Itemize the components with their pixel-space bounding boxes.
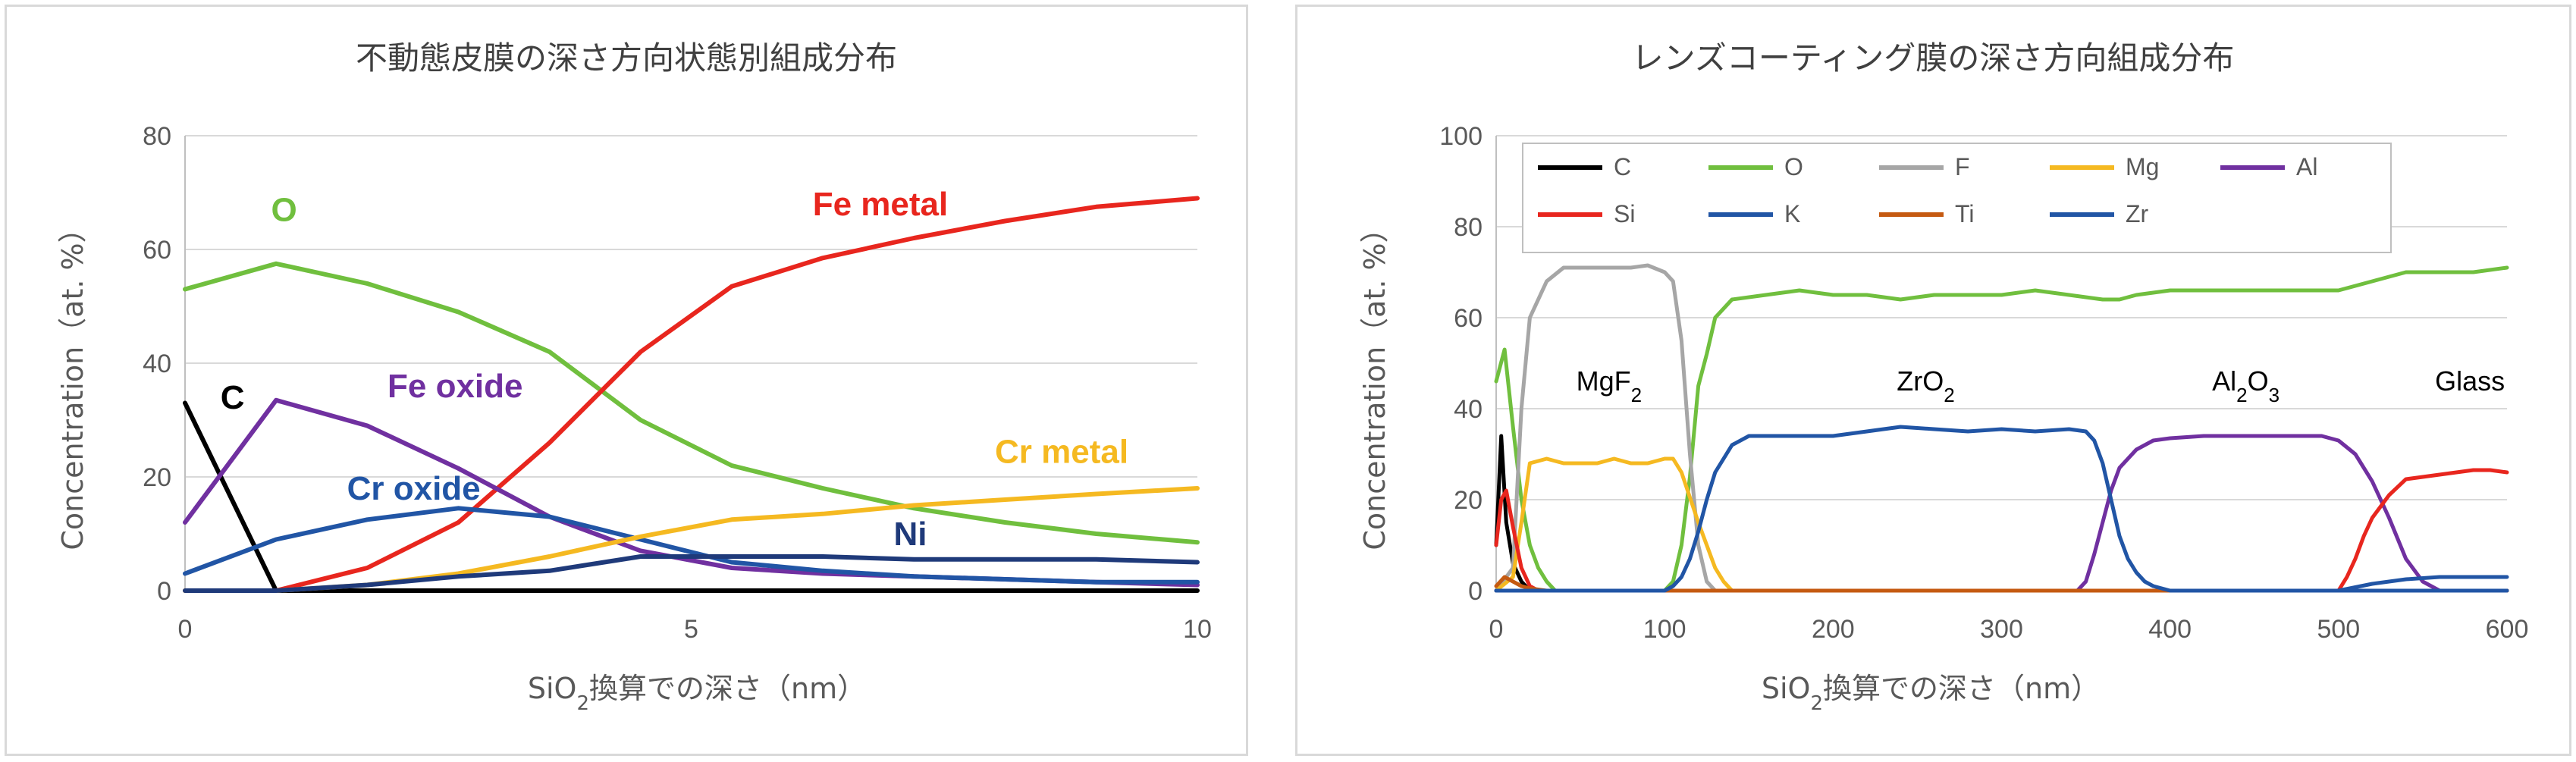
- x-tick-label: 0: [1489, 615, 1504, 644]
- annotation-c: C: [221, 379, 245, 416]
- legend-label-zr: Zr: [2126, 200, 2149, 227]
- annotation-ni: Ni: [894, 516, 927, 553]
- annotation-glass: Glass: [2435, 365, 2505, 397]
- y-axis-title: Concentration（at. %）: [56, 214, 89, 550]
- legend-label-c: C: [1614, 153, 1631, 180]
- legend-label-al: Al: [2296, 153, 2317, 180]
- legend-label-f: F: [1955, 153, 1970, 180]
- y-tick-label: 0: [157, 577, 171, 606]
- y-tick-label: 100: [1439, 122, 1483, 151]
- series-line-ti: [1494, 575, 2509, 593]
- x-tick-label: 600: [2486, 615, 2529, 644]
- y-axis-title: Concentration（at. %）: [1358, 214, 1392, 550]
- y-tick-label: 60: [143, 236, 171, 265]
- x-axis-title: SiO2換算での深さ（nm）: [528, 672, 866, 715]
- series-line-ni: [183, 554, 1200, 593]
- legend-label-k: K: [1784, 200, 1800, 227]
- x-tick-label: 0: [178, 615, 193, 644]
- annotation-fe-metal: Fe metal: [813, 186, 949, 223]
- x-tick-label: 5: [684, 615, 698, 644]
- series-line-f: [1494, 263, 2509, 593]
- series-line-k: [1494, 575, 2509, 593]
- annotation-zro2: ZrO2: [1897, 365, 1954, 406]
- series-line-o: [1494, 265, 2509, 593]
- legend-label-si: Si: [1614, 200, 1635, 227]
- y-tick-label: 60: [1454, 304, 1483, 333]
- annotation-mgf2: MgF2: [1577, 365, 1642, 406]
- annotation-cr-oxide: Cr oxide: [347, 470, 481, 507]
- y-tick-label: 80: [143, 122, 171, 151]
- x-tick-label: 400: [2148, 615, 2192, 644]
- series-line-al: [1494, 434, 2509, 593]
- passive-film-chart: 不動態皮膜の深さ方向状態別組成分布 O Fe metal C Fe oxide Cr m…: [56, 39, 1212, 715]
- legend-label-ti: Ti: [1955, 200, 1974, 227]
- series-line-fe-metal: [183, 196, 1200, 593]
- chart-title: 不動態皮膜の深さ方向状態別組成分布: [356, 39, 897, 77]
- x-tick-label: 200: [1812, 615, 1855, 644]
- chart-title: レンズコーティング膜の深さ方向組成分布: [1632, 39, 2235, 77]
- legend-box: [1522, 143, 2392, 253]
- annotation-al2o3: Al2O3: [2212, 365, 2279, 406]
- annotation-o: O: [271, 192, 297, 229]
- series-line-zr: [1494, 425, 2509, 593]
- x-tick-label: 300: [1980, 615, 2023, 644]
- y-tick-label: 20: [1454, 486, 1483, 515]
- series-line-c: [1494, 434, 2509, 593]
- lens-coating-chart: レンズコーティング膜の深さ方向組成分布 MgF2 ZrO2 Al2O3 Glass 0…: [1358, 39, 2529, 715]
- series-line-si: [1494, 468, 2509, 593]
- chart-legend: C O F Mg Al Si K Ti Zr: [1522, 143, 2392, 253]
- legend-label-mg: Mg: [2126, 153, 2159, 180]
- annotation-fe-oxide: Fe oxide: [387, 368, 523, 405]
- annotation-cr-metal: Cr metal: [995, 433, 1128, 470]
- x-axis-title: SiO2換算での深さ（nm）: [1762, 672, 2100, 715]
- legend-label-o: O: [1784, 153, 1803, 180]
- y-tick-label: 20: [143, 463, 171, 492]
- x-tick-label: 100: [1643, 615, 1686, 644]
- series-line-cr-oxide: [183, 506, 1200, 585]
- y-tick-label: 40: [1454, 395, 1483, 424]
- chart-panel-lens-coating: レンズコーティング膜の深さ方向組成分布 MgF2 ZrO2 Al2O3 Glass 0…: [1295, 5, 2571, 756]
- chart-panel-passive-film: 不動態皮膜の深さ方向状態別組成分布 O Fe metal C Fe oxide Cr m…: [5, 5, 1248, 756]
- y-tick-label: 40: [143, 350, 171, 378]
- x-tick-label: 10: [1183, 615, 1212, 644]
- y-tick-label: 80: [1454, 213, 1483, 242]
- series-line-o: [183, 261, 1200, 545]
- y-tick-label: 0: [1468, 577, 1483, 606]
- series-line-mg: [1494, 456, 2509, 593]
- x-tick-label: 500: [2317, 615, 2360, 644]
